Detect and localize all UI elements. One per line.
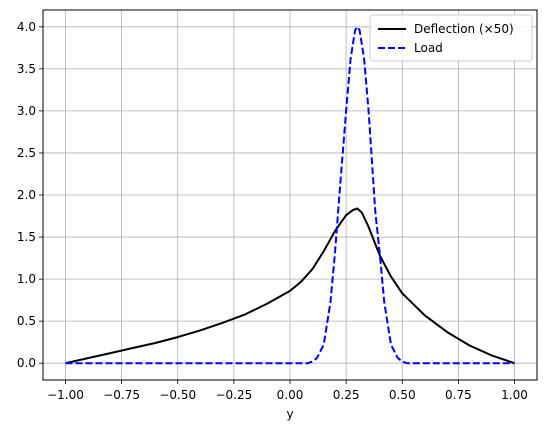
x-tick-label: −0.50 [159, 388, 196, 402]
x-tick-label: 0.25 [333, 388, 360, 402]
x-tick-label: −0.75 [103, 388, 140, 402]
x-tick-label: 0.75 [445, 388, 472, 402]
series-line-load [65, 25, 515, 365]
y-tick-label: 0.5 [17, 314, 36, 328]
x-tick-label: 0.00 [277, 388, 304, 402]
legend: Deflection (×50) Load [369, 14, 533, 62]
legend-label: Load [414, 41, 443, 55]
y-tick-label: 1.5 [17, 230, 36, 244]
x-tick-label: 0.50 [389, 388, 416, 402]
x-axis-ticks: −1.00 −0.75 −0.50 −0.25 0.00 0.25 0.50 0.75 1.00 [47, 380, 528, 402]
y-tick-label: 2.0 [17, 188, 36, 202]
x-axis-label: y [286, 407, 293, 421]
x-tick-label: 1.00 [501, 388, 528, 402]
x-tick-label: −0.25 [215, 388, 252, 402]
legend-box [369, 14, 533, 62]
series-line-deflection [65, 207, 515, 365]
y-tick-label: 3.5 [17, 62, 36, 76]
x-tick-label: −1.00 [47, 388, 84, 402]
y-tick-label: 2.5 [17, 146, 36, 160]
y-tick-label: 4.0 [17, 20, 36, 34]
legend-label: Deflection (×50) [414, 22, 514, 36]
series-layer [65, 25, 515, 365]
y-tick-label: 3.0 [17, 104, 36, 118]
plot-area: −1.00 −0.75 −0.50 −0.25 0.00 0.25 0.50 0.75 1.00… [17, 9, 538, 421]
y-axis-ticks: 0.0 0.5 1.0 1.5 2.0 2.5 3.0 3.5 4.0 [17, 20, 43, 370]
y-tick-label: 1.0 [17, 272, 36, 286]
y-tick-label: 0.0 [17, 356, 36, 370]
grid-lines [43, 10, 537, 380]
